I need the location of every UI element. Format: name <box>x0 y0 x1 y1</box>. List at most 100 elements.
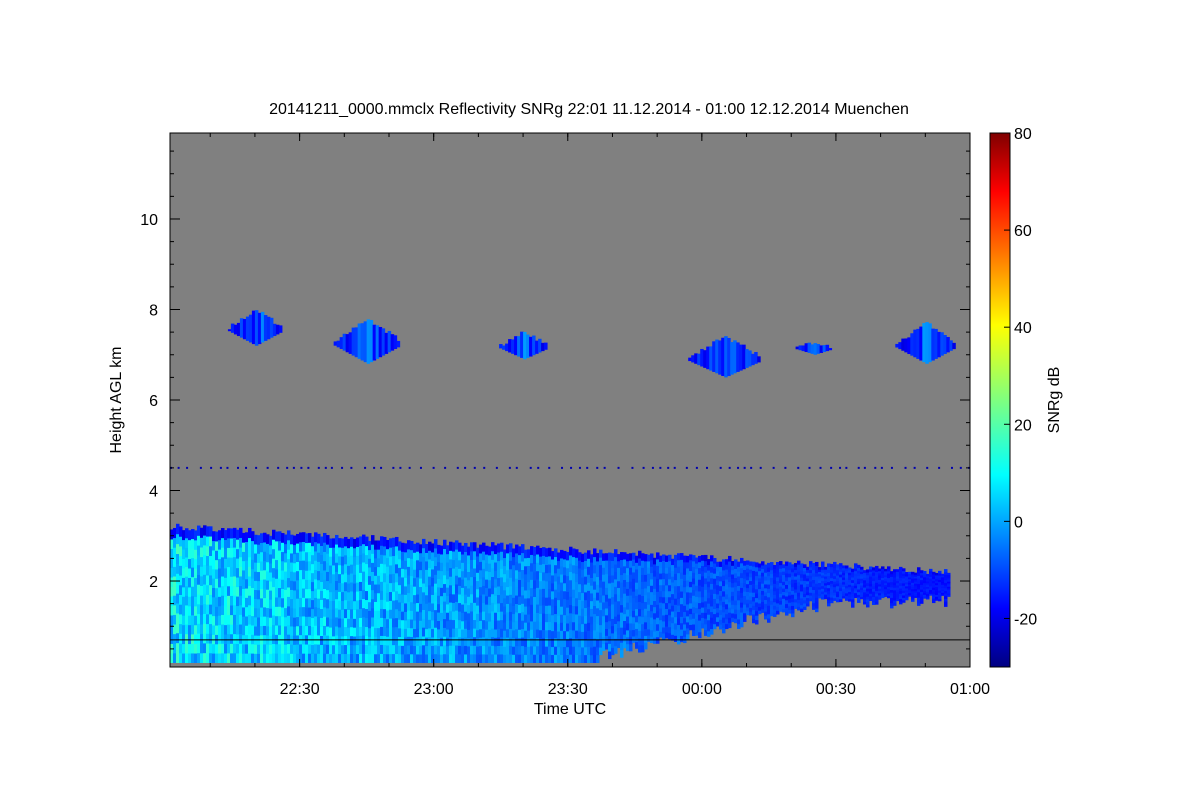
echo-cell <box>680 603 684 611</box>
echo-cell <box>566 607 570 616</box>
echo-cell <box>923 578 927 582</box>
echo-cell <box>524 581 528 591</box>
echo-cell <box>683 623 687 631</box>
echo-cell <box>434 644 438 655</box>
echo-cell <box>491 628 495 638</box>
echo-cell <box>818 582 822 586</box>
echo-cell <box>281 551 285 562</box>
echo-cell <box>254 607 258 618</box>
echo-cell <box>392 537 396 548</box>
echo-cell <box>323 597 327 608</box>
echo-cell <box>260 588 264 599</box>
echo-cell <box>392 546 396 557</box>
echo-cell <box>749 561 753 566</box>
echo-cell <box>839 582 843 586</box>
echo-cell <box>899 593 903 597</box>
echo-cell <box>809 597 813 602</box>
echo-cell <box>323 625 327 636</box>
echo-cell <box>545 572 549 582</box>
echo-cell <box>659 584 663 592</box>
echo-cell <box>716 621 720 627</box>
echo-cell <box>422 600 426 611</box>
echo-cell <box>914 595 918 598</box>
echo-cell <box>773 564 777 570</box>
echo-cell <box>653 606 657 614</box>
echo-cell <box>653 582 657 589</box>
echo-cell <box>779 586 783 591</box>
echo-cell <box>191 624 195 635</box>
echo-cell <box>824 573 828 577</box>
echo-cell <box>542 654 546 663</box>
echo-cell <box>719 585 723 591</box>
echo-cell <box>296 543 300 553</box>
echo-cell <box>596 646 600 656</box>
speckle-dot <box>728 466 731 469</box>
echo-cell <box>446 553 450 563</box>
echo-cell <box>305 644 309 654</box>
echo-cell <box>530 629 534 639</box>
echo-cell <box>350 546 354 556</box>
echo-cell <box>605 553 609 561</box>
echo-cell <box>794 563 798 567</box>
echo-cell <box>848 567 852 571</box>
echo-cell <box>791 579 795 584</box>
echo-cell <box>641 623 645 632</box>
echo-cell <box>749 588 753 593</box>
echo-cell <box>182 615 186 626</box>
echo-cell <box>590 623 594 633</box>
echo-cell <box>821 591 825 595</box>
echo-cell <box>515 578 519 588</box>
echo-cell <box>905 579 909 583</box>
echo-cell <box>524 654 528 663</box>
echo-cell <box>638 572 642 581</box>
echo-cell <box>557 560 561 569</box>
echo-cell <box>326 535 330 545</box>
cloud-cell <box>342 333 347 351</box>
echo-cell <box>767 609 771 615</box>
echo-cell <box>890 573 894 577</box>
echo-cell <box>776 602 780 608</box>
echo-cell <box>344 563 348 574</box>
echo-cell <box>428 645 432 655</box>
echo-cell <box>908 587 912 590</box>
echo-cell <box>602 574 606 582</box>
echo-cell <box>692 595 696 602</box>
echo-cell <box>494 637 498 647</box>
echo-cell <box>188 643 192 654</box>
echo-cell <box>935 574 939 578</box>
echo-cell <box>356 564 360 574</box>
echo-cell <box>788 591 792 596</box>
echo-cell <box>239 643 243 654</box>
echo-cell <box>203 554 207 565</box>
echo-cell <box>851 585 855 589</box>
echo-cell <box>242 597 246 608</box>
echo-cell <box>749 580 753 585</box>
echo-cell <box>284 607 288 618</box>
echo-cell <box>467 588 471 597</box>
echo-cell <box>782 574 786 579</box>
echo-cell <box>878 590 882 594</box>
speckle-dot <box>874 466 877 469</box>
echo-cell <box>680 622 684 630</box>
echo-cell <box>335 607 339 618</box>
echo-cell <box>749 565 753 570</box>
echo-cell <box>788 569 792 574</box>
echo-cell <box>320 545 324 556</box>
echo-cell <box>470 636 474 646</box>
echo-cell <box>464 551 468 561</box>
echo-cell <box>533 637 537 647</box>
echo-cell <box>572 605 576 615</box>
cloud-cell <box>736 342 740 372</box>
echo-cell <box>443 557 447 567</box>
echo-cell <box>608 613 612 622</box>
echo-cell <box>524 549 528 559</box>
echo-cell <box>320 599 324 609</box>
echo-cell <box>458 576 462 586</box>
echo-cell <box>404 628 408 638</box>
echo-cell <box>905 589 909 593</box>
echo-cell <box>779 593 783 598</box>
echo-cell <box>596 607 600 617</box>
echo-cell <box>470 610 474 621</box>
echo-cell <box>881 570 885 574</box>
echo-cell <box>815 586 819 591</box>
